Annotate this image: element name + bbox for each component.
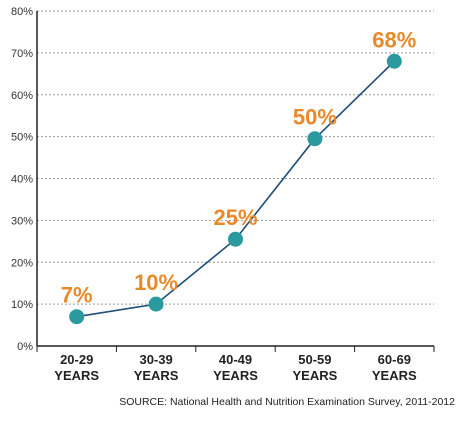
data-point	[148, 296, 164, 312]
y-tick-label: 40%	[11, 174, 33, 186]
data-label: 7%	[61, 283, 93, 308]
data-label: 50%	[293, 105, 337, 130]
x-tick-label: 20-29	[60, 352, 93, 367]
y-tick-label: 20%	[11, 257, 33, 269]
y-tick-label: 60%	[11, 90, 33, 102]
data-point	[386, 53, 402, 69]
data-label: 25%	[213, 205, 257, 230]
x-tick-label: YEARS	[372, 368, 417, 383]
x-tick-label: YEARS	[134, 368, 179, 383]
data-point	[69, 309, 85, 325]
series-line	[76, 60, 395, 318]
y-tick-label: 30%	[11, 215, 33, 227]
data-label: 68%	[372, 27, 416, 52]
x-tick-label: YEARS	[213, 368, 258, 383]
x-tick-label: YEARS	[293, 368, 338, 383]
x-tick-label: 50-59	[298, 352, 331, 367]
y-tick-label: 50%	[11, 132, 33, 144]
y-tick-label: 70%	[11, 48, 33, 60]
data-point	[228, 231, 243, 247]
data-label: 10%	[134, 270, 178, 295]
source-note: SOURCE: National Health and Nutrition Ex…	[119, 396, 455, 408]
x-tick-label: YEARS	[54, 368, 99, 383]
x-tick-label: 60-69	[378, 352, 411, 367]
y-tick-label: 80%	[11, 6, 33, 18]
x-tick-label: 40-49	[219, 352, 252, 367]
y-tick-label: 0%	[17, 341, 33, 353]
x-tick-label: 30-39	[139, 352, 172, 367]
data-point	[307, 131, 323, 147]
y-tick-label: 10%	[11, 299, 33, 311]
